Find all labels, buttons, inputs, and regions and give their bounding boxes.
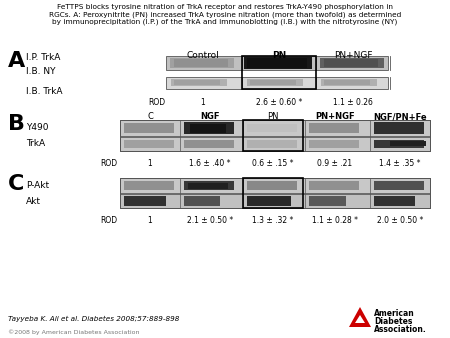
Text: ROD: ROD — [100, 216, 117, 225]
Bar — [309, 196, 346, 206]
Bar — [390, 141, 426, 146]
Bar — [374, 122, 424, 134]
Bar — [184, 140, 234, 148]
Bar — [324, 59, 378, 67]
Bar — [374, 181, 424, 190]
Bar — [242, 56, 316, 89]
Text: Diabetes: Diabetes — [374, 317, 412, 326]
Bar — [321, 79, 377, 86]
Bar — [309, 181, 359, 190]
Bar — [120, 178, 430, 208]
Text: 1.3 ± .32 *: 1.3 ± .32 * — [252, 216, 294, 225]
Bar — [166, 56, 388, 70]
Bar — [247, 140, 297, 148]
Bar — [309, 140, 359, 148]
Bar — [188, 183, 228, 189]
Bar — [251, 197, 285, 204]
Bar — [120, 120, 430, 151]
Bar — [124, 140, 174, 148]
Text: A: A — [8, 51, 25, 71]
Bar — [190, 124, 226, 133]
Bar — [378, 197, 409, 204]
Bar — [247, 196, 291, 206]
Text: 1.6 ± .40 *: 1.6 ± .40 * — [189, 159, 231, 168]
Bar — [166, 77, 388, 89]
Text: I.B. NY: I.B. NY — [26, 67, 55, 76]
Text: 1.1 ± 0.28 *: 1.1 ± 0.28 * — [312, 216, 358, 225]
Bar — [171, 79, 227, 86]
Text: I.B. TrkA: I.B. TrkA — [26, 87, 63, 96]
Text: 1: 1 — [148, 159, 153, 168]
Bar — [184, 196, 220, 206]
Text: P-Akt: P-Akt — [26, 181, 49, 190]
Bar — [324, 80, 370, 85]
Bar — [244, 57, 312, 69]
Bar — [247, 181, 297, 190]
Text: PN+NGF: PN+NGF — [334, 51, 372, 60]
Text: ©2008 by American Diabetes Association: ©2008 by American Diabetes Association — [8, 329, 140, 335]
Bar — [170, 58, 234, 68]
Text: 1: 1 — [201, 98, 205, 107]
Text: 1.1 ± 0.26: 1.1 ± 0.26 — [333, 98, 373, 107]
Bar — [374, 140, 424, 148]
Text: NGF/PN+Fe: NGF/PN+Fe — [373, 112, 427, 121]
Text: 0.9 ± .21: 0.9 ± .21 — [317, 159, 352, 168]
Text: 0.6 ± .15 *: 0.6 ± .15 * — [252, 159, 294, 168]
Text: Y490: Y490 — [26, 123, 49, 132]
Bar — [247, 79, 303, 86]
Text: ROD: ROD — [100, 159, 117, 168]
Bar — [320, 58, 384, 68]
Text: 1: 1 — [148, 216, 153, 225]
Bar — [120, 120, 430, 136]
Bar — [250, 80, 296, 85]
Bar — [247, 58, 307, 68]
Bar — [184, 122, 234, 134]
Text: C: C — [147, 112, 153, 121]
Text: NGF: NGF — [200, 112, 220, 121]
Bar — [313, 197, 340, 204]
Bar — [174, 80, 220, 85]
Bar — [243, 120, 303, 151]
Text: PN: PN — [272, 51, 286, 60]
Text: Akt: Akt — [26, 196, 41, 206]
Text: ROD: ROD — [148, 98, 165, 107]
Text: Control: Control — [187, 51, 220, 60]
Text: Tayyeba K. Ali et al. Diabetes 2008;57:889-898: Tayyeba K. Ali et al. Diabetes 2008;57:8… — [8, 316, 180, 322]
Text: FeTTPS blocks tyrosine nitration of TrkA receptor and restores TrkA-Y490 phospho: FeTTPS blocks tyrosine nitration of TrkA… — [49, 4, 401, 25]
Text: 2.6 ± 0.60 *: 2.6 ± 0.60 * — [256, 98, 302, 107]
Bar — [120, 178, 430, 193]
Text: I.P. TrkA: I.P. TrkA — [26, 53, 60, 62]
Bar — [124, 123, 174, 133]
Text: 1.4 ± .35 *: 1.4 ± .35 * — [379, 159, 421, 168]
Bar — [184, 181, 234, 190]
Bar — [124, 196, 166, 206]
Polygon shape — [355, 315, 365, 323]
Bar — [174, 59, 228, 67]
Text: TrkA: TrkA — [26, 140, 45, 148]
Text: C: C — [8, 174, 24, 194]
Text: B: B — [8, 114, 25, 134]
Bar — [120, 137, 430, 151]
Bar — [124, 181, 174, 190]
Text: American: American — [374, 309, 415, 318]
Bar — [243, 178, 303, 208]
Bar — [188, 197, 214, 204]
Bar — [247, 124, 297, 132]
Text: PN+NGF: PN+NGF — [315, 112, 355, 121]
Text: PN: PN — [267, 112, 279, 121]
Bar — [120, 194, 430, 208]
Text: Association.: Association. — [374, 325, 427, 334]
Bar — [374, 196, 415, 206]
Text: 2.0 ± 0.50 *: 2.0 ± 0.50 * — [377, 216, 423, 225]
Bar — [128, 197, 160, 204]
Text: 2.1 ± 0.50 *: 2.1 ± 0.50 * — [187, 216, 233, 225]
Bar — [309, 123, 359, 133]
Polygon shape — [349, 307, 371, 327]
